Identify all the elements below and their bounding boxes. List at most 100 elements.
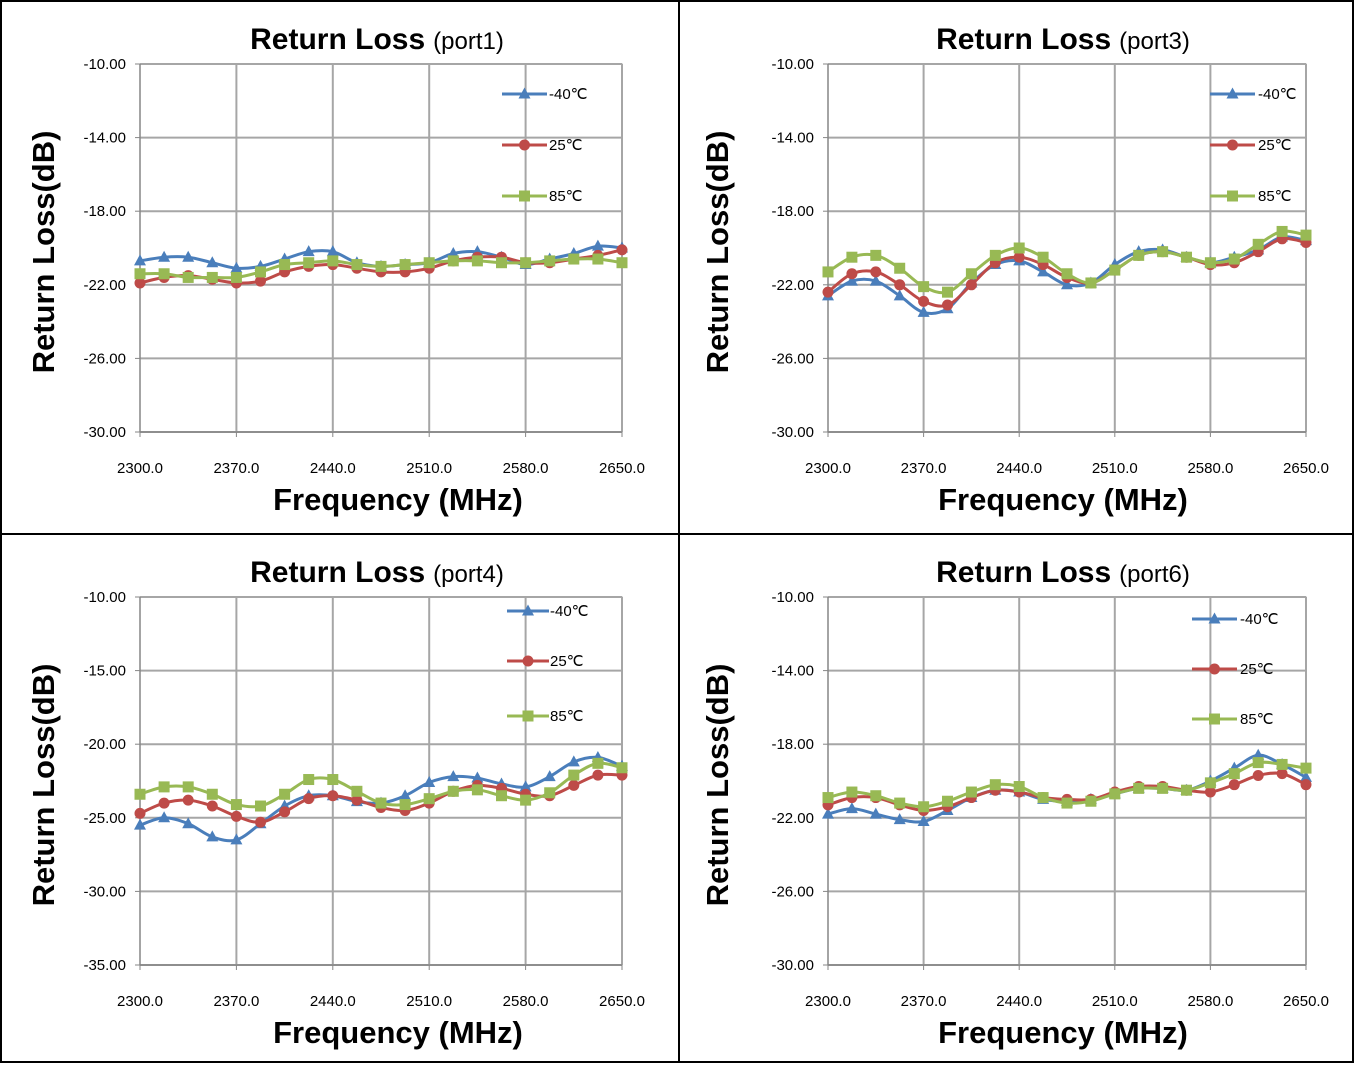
chart-title-main: Return Loss <box>250 556 425 589</box>
data-point <box>822 792 834 804</box>
data-point <box>230 833 243 845</box>
y-axis-title: Return Loss(dB) <box>700 664 735 907</box>
data-point <box>870 249 882 261</box>
data-point <box>158 797 170 809</box>
x-tick-label: 2300.0 <box>805 993 851 1010</box>
x-tick-label: 2370.0 <box>213 460 259 477</box>
x-tick-label: 2650.0 <box>599 993 645 1010</box>
data-point <box>1133 249 1145 261</box>
data-point <box>1181 784 1192 796</box>
data-point <box>327 790 339 802</box>
y-tick-label: -20.00 <box>83 736 126 753</box>
data-point <box>1037 265 1050 277</box>
y-tick-label: -22.00 <box>771 810 814 827</box>
data-point <box>303 793 315 805</box>
x-tick-label: 2510.0 <box>1092 460 1138 477</box>
data-point <box>255 800 266 812</box>
y-tick-label: -10.00 <box>83 589 126 606</box>
data-point <box>965 786 977 798</box>
data-point <box>134 268 146 280</box>
data-point <box>351 785 363 797</box>
data-point <box>870 790 882 802</box>
y-tick-label: -18.00 <box>771 203 814 220</box>
data-point <box>447 255 459 267</box>
x-tick-label: 2650.0 <box>1283 460 1329 477</box>
data-point <box>942 795 953 807</box>
y-tick-label: -18.00 <box>771 736 814 753</box>
x-axis-title: Frequency (MHz) <box>273 1015 523 1050</box>
data-point <box>942 286 953 298</box>
data-point <box>1061 278 1073 290</box>
data-point <box>822 286 834 298</box>
data-point <box>894 262 906 274</box>
data-point <box>869 807 882 819</box>
legend-label: 25℃ <box>1240 661 1274 678</box>
data-point <box>1252 238 1264 250</box>
y-tick-label: -30.00 <box>83 883 126 900</box>
data-point <box>616 762 628 774</box>
data-point <box>399 789 412 801</box>
legend-marker <box>518 87 531 99</box>
data-point <box>822 807 834 819</box>
legend-label: 85℃ <box>549 188 583 205</box>
data-point <box>399 799 411 811</box>
data-point <box>918 295 930 307</box>
x-tick-label: 2580.0 <box>503 993 549 1010</box>
x-tick-label: 2440.0 <box>996 993 1042 1010</box>
data-point <box>1228 768 1240 780</box>
legend-item-0: -40℃ <box>507 603 589 620</box>
data-point <box>279 806 291 818</box>
data-point <box>1157 782 1169 794</box>
chart-port3: -10.00 -14.00 -18.00 -22.00 -26.00 -30.00 2300… <box>680 2 1354 533</box>
chart-port1-svg: -10.00 -14.00 -18.00 -22.00 -26.00 -30.00 2300… <box>26 23 645 517</box>
legend-label: 85℃ <box>1258 188 1292 205</box>
data-point <box>279 788 291 800</box>
data-point <box>206 271 218 283</box>
data-point <box>327 774 339 786</box>
legend-marker <box>1209 713 1220 725</box>
data-point <box>158 250 171 262</box>
legend-marker <box>1208 612 1221 624</box>
data-point <box>917 305 930 317</box>
data-point <box>1300 770 1312 782</box>
data-point <box>1085 795 1097 807</box>
data-point <box>845 802 858 814</box>
data-point <box>616 257 628 269</box>
y-axis-title: Return Loss(dB) <box>26 131 61 374</box>
data-point <box>1204 777 1216 789</box>
legend-item-2: 85℃ <box>502 188 583 205</box>
data-point <box>399 259 411 271</box>
chart-port1: -10.00 -14.00 -18.00 -22.00 -26.00 -30.00 2300… <box>2 2 678 533</box>
data-point <box>496 790 507 802</box>
chart-subtitle: (port1) <box>433 28 504 55</box>
data-point <box>206 830 219 842</box>
data-point <box>1013 251 1025 263</box>
data-point <box>447 247 460 259</box>
data-point <box>616 244 628 256</box>
data-point <box>592 757 604 769</box>
data-point <box>303 257 315 269</box>
legend-item-2: 85℃ <box>1210 188 1292 205</box>
data-point <box>351 259 363 271</box>
data-point <box>1228 779 1240 791</box>
y-tick-label: -26.00 <box>771 883 814 900</box>
data-point <box>1276 758 1288 770</box>
legend-marker <box>1226 87 1239 99</box>
data-point <box>375 797 387 809</box>
data-point <box>520 257 532 269</box>
x-tick-label: 2510.0 <box>1092 993 1138 1010</box>
y-tick-label: -25.00 <box>83 810 126 827</box>
legend-label: -40℃ <box>1240 611 1279 628</box>
legend-marker <box>1227 139 1238 151</box>
data-point <box>989 249 1001 261</box>
y-tick-label: -10.00 <box>83 56 126 73</box>
data-point <box>423 793 435 805</box>
x-tick-label: 2580.0 <box>503 460 549 477</box>
legend-item-1: 25℃ <box>502 137 583 154</box>
data-point <box>158 781 170 793</box>
y-tick-label: -22.00 <box>83 277 126 294</box>
x-axis-title: Frequency (MHz) <box>938 482 1188 517</box>
data-point <box>1204 786 1216 798</box>
data-point <box>1300 779 1312 791</box>
x-axis-title: Frequency (MHz) <box>273 482 523 517</box>
